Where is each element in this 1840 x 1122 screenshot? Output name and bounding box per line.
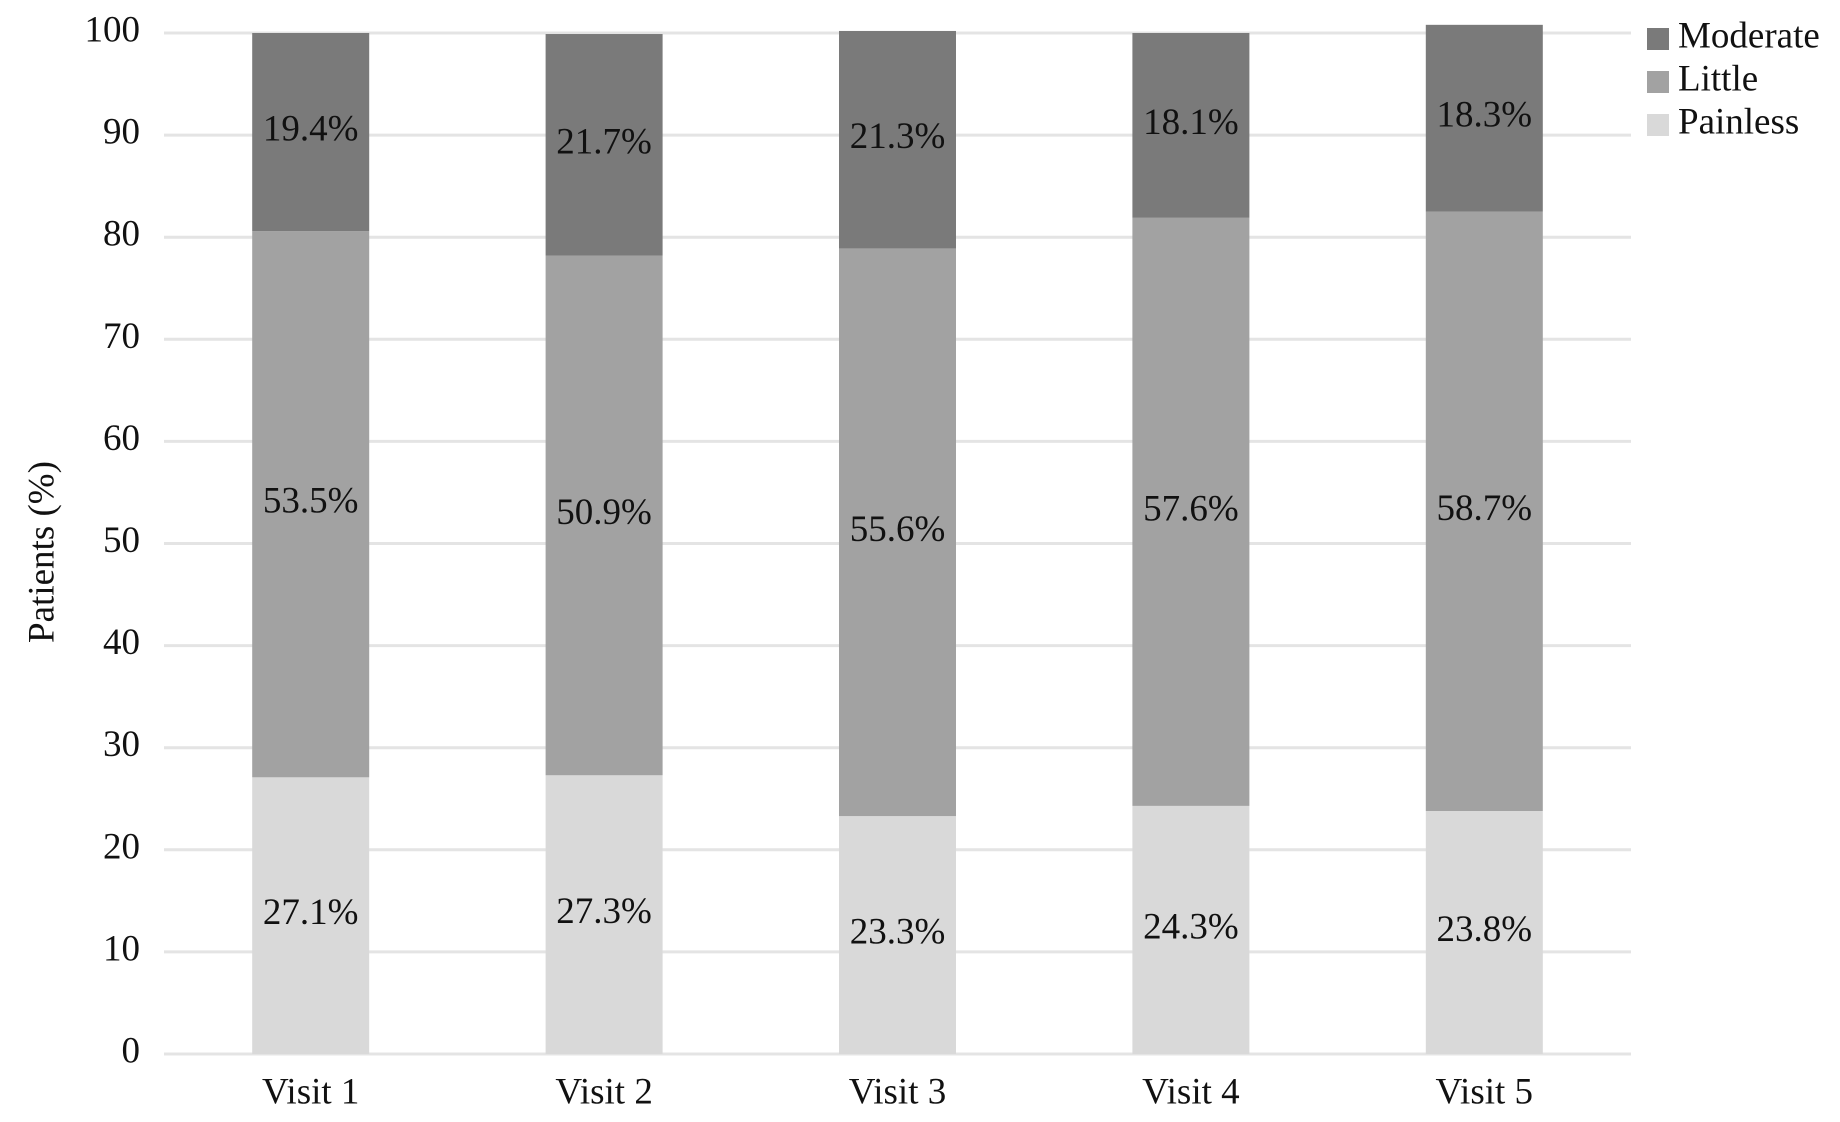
bar-segment	[1132, 217, 1250, 806]
data-label: 21.3%	[850, 116, 946, 157]
bar-segment	[1425, 811, 1543, 1054]
bar-segment	[839, 248, 956, 817]
legend-label: Moderate	[1678, 15, 1820, 56]
bar-segment	[839, 816, 956, 1054]
x-tick-label: Visit 1	[262, 1071, 360, 1112]
data-label: 53.5%	[263, 481, 359, 522]
y-tick-label: 0	[122, 1030, 141, 1071]
y-tick-label: 100	[85, 9, 141, 50]
data-label: 58.7%	[1437, 488, 1533, 529]
y-tick-label: 90	[103, 112, 140, 153]
x-tick-label: Visit 5	[1436, 1071, 1534, 1112]
data-label: 27.3%	[556, 891, 652, 932]
data-label: 19.4%	[263, 109, 359, 150]
y-tick-label: 20	[103, 826, 140, 867]
bar-segment	[252, 231, 370, 778]
legend-label: Painless	[1678, 101, 1799, 142]
data-label: 18.1%	[1143, 102, 1239, 143]
legend-swatch	[1647, 114, 1669, 136]
bar-segment	[1132, 805, 1250, 1054]
data-label: 21.7%	[556, 121, 652, 162]
bar-segment	[1425, 24, 1543, 212]
data-label: 27.1%	[263, 892, 359, 933]
data-label: 57.6%	[1143, 488, 1239, 529]
x-tick-label: Visit 4	[1142, 1071, 1240, 1112]
data-label: 23.3%	[850, 912, 946, 953]
bar-segment	[252, 777, 370, 1054]
data-label: 50.9%	[556, 492, 652, 533]
bar-segment	[839, 30, 956, 249]
data-label: 24.3%	[1143, 906, 1239, 947]
bar-segment	[545, 255, 663, 776]
y-tick-label: 10	[103, 928, 140, 969]
data-label: 23.8%	[1437, 909, 1533, 950]
legend-swatch	[1647, 71, 1669, 93]
y-tick-label: 80	[103, 214, 140, 255]
bar-segment	[252, 33, 370, 232]
y-tick-label: 50	[103, 520, 140, 561]
y-tick-label: 40	[103, 622, 140, 663]
legend-label: Little	[1678, 58, 1758, 99]
data-label: 55.6%	[850, 509, 946, 550]
data-label: 18.3%	[1437, 95, 1533, 136]
y-axis-title: Patients (%)	[21, 461, 62, 643]
bar-segment	[1425, 211, 1543, 812]
y-tick-label: 60	[103, 418, 140, 459]
y-tick-label: 70	[103, 316, 140, 357]
bar-segment	[1132, 33, 1250, 218]
bar-segment	[545, 34, 663, 256]
x-tick-label: Visit 2	[555, 1071, 653, 1112]
x-tick-label: Visit 3	[849, 1071, 947, 1112]
y-tick-label: 30	[103, 724, 140, 765]
bar-segment	[545, 775, 663, 1054]
legend-swatch	[1647, 28, 1669, 50]
